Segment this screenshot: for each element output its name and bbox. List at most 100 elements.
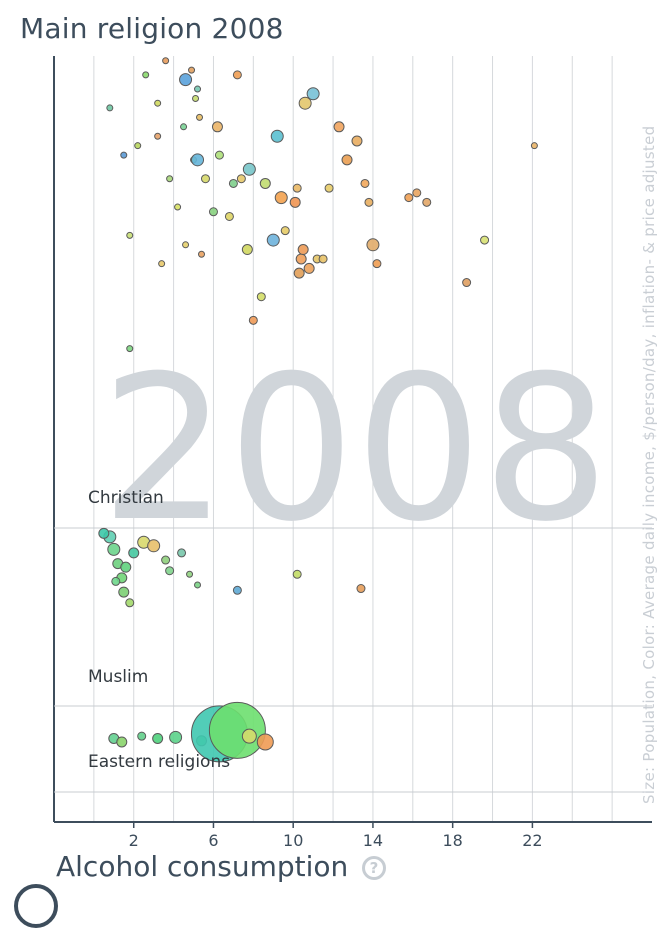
data-bubble: [125, 598, 135, 608]
data-bubble: [142, 71, 150, 79]
year-watermark: 2008: [101, 333, 610, 566]
data-bubble: [324, 183, 334, 193]
data-bubble: [208, 207, 218, 217]
data-bubble: [228, 178, 238, 188]
facet-label: Christian: [88, 488, 164, 508]
data-bubble: [158, 260, 166, 268]
data-bubble: [182, 241, 190, 249]
data-bubble: [147, 539, 161, 553]
data-bubble: [266, 233, 280, 247]
data-bubble: [128, 547, 140, 559]
data-bubble: [274, 191, 288, 205]
data-bubble: [232, 70, 242, 80]
data-bubble: [289, 196, 301, 208]
x-tick-label: 6: [208, 831, 218, 850]
data-bubble: [166, 175, 174, 183]
data-bubble: [196, 113, 204, 121]
data-bubble: [297, 244, 309, 256]
data-bubble: [191, 153, 205, 167]
data-bubble: [256, 733, 274, 751]
data-bubble: [462, 278, 472, 288]
data-bubble: [137, 731, 147, 741]
data-bubble: [356, 584, 366, 594]
data-bubble: [161, 555, 171, 565]
data-bubble: [318, 254, 328, 264]
data-bubble: [192, 94, 200, 102]
data-bubble: [169, 730, 183, 744]
data-bubble: [236, 174, 246, 184]
data-bubble: [341, 154, 353, 166]
data-bubble: [295, 253, 307, 265]
data-bubble: [111, 576, 121, 586]
x-tick-label: 10: [283, 831, 303, 850]
data-bubble: [194, 581, 202, 589]
data-bubble: [120, 561, 132, 573]
data-bubble: [242, 162, 256, 176]
data-bubble: [186, 570, 194, 578]
data-bubble: [126, 345, 134, 353]
data-bubble: [126, 231, 134, 239]
data-bubble: [154, 132, 162, 140]
data-bubble: [306, 87, 320, 101]
data-bubble: [98, 527, 110, 539]
data-bubble: [154, 99, 162, 107]
data-bubble: [224, 211, 234, 221]
data-bubble: [298, 96, 312, 110]
facet-label: Muslim: [88, 667, 148, 687]
data-bubble: [303, 262, 315, 274]
x-axis-label[interactable]: Alcohol consumption: [56, 850, 349, 883]
data-bubble: [188, 66, 196, 74]
facet-label: Eastern religions: [88, 752, 230, 772]
data-bubble: [259, 177, 271, 189]
data-bubble: [364, 197, 374, 207]
color-size-legend-text: Size: Population, Color: Average daily i…: [640, 125, 658, 804]
data-bubble: [360, 178, 370, 188]
data-bubble: [530, 142, 538, 150]
data-bubble: [179, 73, 193, 87]
data-bubble: [211, 121, 223, 133]
data-bubble: [152, 732, 164, 744]
x-tick-label: 18: [442, 831, 462, 850]
data-bubble: [292, 569, 302, 579]
data-bubble: [134, 142, 142, 150]
data-bubble: [106, 104, 114, 112]
data-bubble: [120, 151, 128, 159]
data-bubble: [404, 193, 414, 203]
data-bubble: [256, 292, 266, 302]
data-bubble: [180, 123, 188, 131]
data-bubble: [280, 226, 290, 236]
data-bubble: [194, 85, 202, 93]
data-bubble: [366, 238, 380, 252]
x-tick-label: 2: [129, 831, 139, 850]
data-bubble: [116, 736, 128, 748]
data-bubble: [241, 728, 257, 744]
data-bubble: [248, 315, 258, 325]
data-bubble: [292, 183, 302, 193]
data-bubble: [270, 129, 284, 143]
data-bubble: [200, 174, 210, 184]
data-bubble: [480, 235, 490, 245]
x-tick-label: 22: [522, 831, 542, 850]
data-bubble: [208, 701, 266, 759]
partial-play-button[interactable]: [14, 884, 58, 928]
data-bubble: [232, 585, 242, 595]
data-bubble: [198, 250, 206, 258]
data-bubble: [351, 135, 363, 147]
data-bubble: [174, 203, 182, 211]
data-bubble: [293, 267, 305, 279]
data-bubble: [372, 259, 382, 269]
chart-title: Main religion 2008: [20, 12, 284, 45]
help-icon[interactable]: ?: [362, 856, 386, 880]
data-bubble: [177, 548, 187, 558]
data-bubble: [422, 197, 432, 207]
data-bubble: [165, 566, 175, 576]
data-bubble: [241, 244, 253, 256]
data-bubble: [162, 57, 170, 65]
data-bubble: [107, 542, 121, 556]
data-bubble: [412, 188, 422, 198]
data-bubble: [118, 586, 130, 598]
x-tick-label: 14: [363, 831, 383, 850]
data-bubble: [214, 150, 224, 160]
data-bubble: [333, 121, 345, 133]
